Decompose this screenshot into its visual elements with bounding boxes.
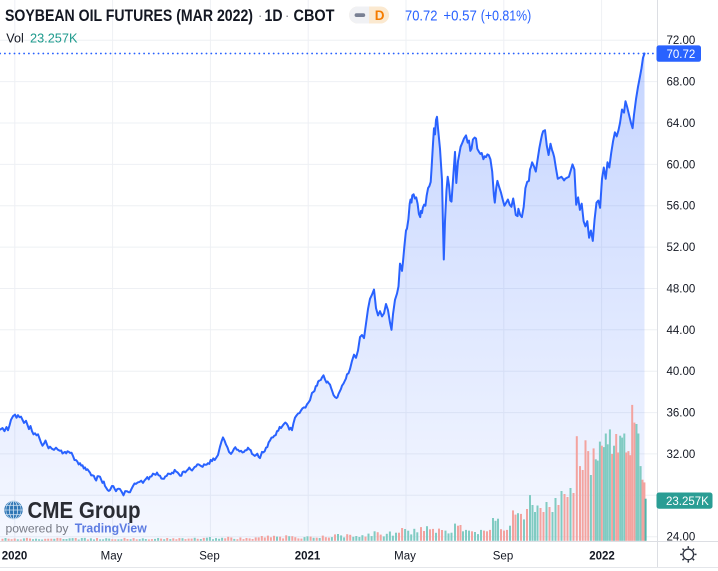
svg-text:60.00: 60.00	[667, 159, 696, 171]
svg-text:May: May	[101, 551, 123, 563]
svg-text:1D: 1D	[265, 7, 283, 25]
svg-text:(+0.81%): (+0.81%)	[481, 8, 532, 25]
svg-text:Vol: Vol	[6, 31, 24, 46]
svg-text:TradingView: TradingView	[75, 522, 147, 536]
svg-text:powered by: powered by	[6, 522, 69, 536]
svg-text:2022: 2022	[589, 551, 615, 563]
svg-text:23.257K: 23.257K	[30, 31, 78, 46]
svg-text:68.00: 68.00	[667, 77, 696, 89]
svg-text:70.72: 70.72	[405, 8, 437, 25]
svg-text:23.257K: 23.257K	[666, 496, 709, 508]
svg-text:64.00: 64.00	[667, 118, 696, 130]
svg-text:May: May	[394, 551, 416, 563]
svg-text:D: D	[375, 8, 385, 23]
svg-text:70.72: 70.72	[667, 49, 696, 61]
svg-text:CBOT: CBOT	[294, 7, 335, 25]
svg-text:2021: 2021	[295, 551, 321, 563]
svg-text:56.00: 56.00	[667, 201, 696, 213]
svg-text:52.00: 52.00	[667, 242, 696, 254]
svg-text:24.00: 24.00	[667, 532, 696, 544]
svg-text:·: ·	[285, 8, 289, 23]
svg-text:2020: 2020	[2, 551, 28, 563]
svg-text:Sep: Sep	[493, 551, 513, 563]
svg-text:36.00: 36.00	[667, 408, 696, 420]
svg-text:40.00: 40.00	[667, 366, 696, 378]
svg-text:48.00: 48.00	[667, 284, 696, 296]
svg-text:44.00: 44.00	[667, 325, 696, 337]
svg-text:+0.57: +0.57	[443, 8, 476, 25]
svg-text:72.00: 72.00	[667, 35, 696, 47]
svg-text:·: ·	[258, 8, 262, 23]
svg-text:CME Group: CME Group	[28, 497, 141, 523]
svg-text:32.00: 32.00	[667, 449, 696, 461]
svg-text:SOYBEAN OIL FUTURES (MAR 2022): SOYBEAN OIL FUTURES (MAR 2022)	[5, 7, 253, 25]
svg-text:Sep: Sep	[199, 551, 219, 563]
